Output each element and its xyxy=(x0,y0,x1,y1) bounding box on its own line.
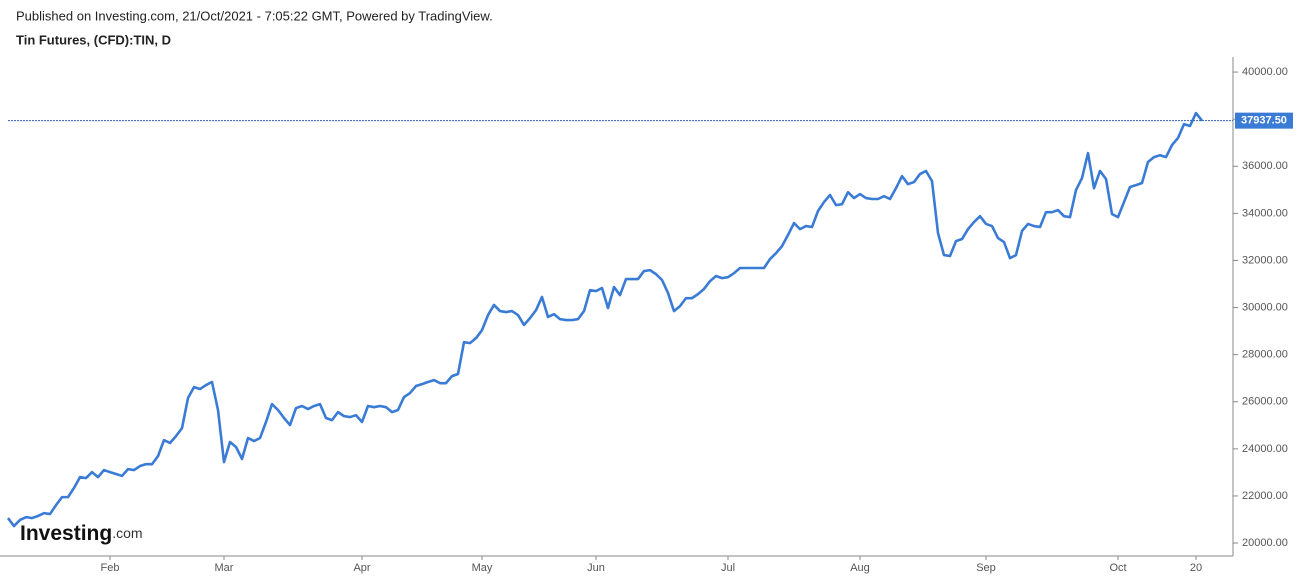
logo-suffix: .com xyxy=(112,525,142,541)
x-tick-label: Jul xyxy=(721,562,735,574)
logo-main: Investing xyxy=(20,522,112,545)
y-tick-label: 22000.00 xyxy=(1242,490,1288,502)
x-tick-label: Feb xyxy=(101,562,120,574)
y-tick-label: 34000.00 xyxy=(1242,207,1288,219)
y-tick-label: 28000.00 xyxy=(1242,349,1288,361)
x-tick-label: Sep xyxy=(976,562,996,574)
y-tick-label: 36000.00 xyxy=(1242,160,1288,172)
y-tick-label: 20000.00 xyxy=(1242,537,1288,549)
last-price-box xyxy=(1235,112,1293,129)
x-tick-label: Oct xyxy=(1109,562,1126,574)
y-tick-label: 24000.00 xyxy=(1242,443,1288,455)
last-price-label: 37937.50 xyxy=(1241,115,1287,127)
price-line xyxy=(6,111,1204,528)
y-tick-label: 40000.00 xyxy=(1242,66,1288,78)
x-tick-label: Mar xyxy=(215,562,234,574)
published-note: Published on Investing.com, 21/Oct/2021 … xyxy=(16,8,493,23)
y-tick-label: 32000.00 xyxy=(1242,254,1288,266)
y-tick-label: 26000.00 xyxy=(1242,396,1288,408)
y-tick-label: 30000.00 xyxy=(1242,301,1288,313)
logo: Investing.com xyxy=(20,522,143,545)
x-tick-label: Aug xyxy=(850,562,870,574)
instrument-title: Tin Futures, (CFD):TIN, D xyxy=(16,32,171,47)
x-tick-label: Apr xyxy=(353,562,370,574)
x-tick-label: 20 xyxy=(1190,562,1202,574)
x-tick-label: Jun xyxy=(587,562,605,574)
x-tick-label: May xyxy=(472,562,493,574)
